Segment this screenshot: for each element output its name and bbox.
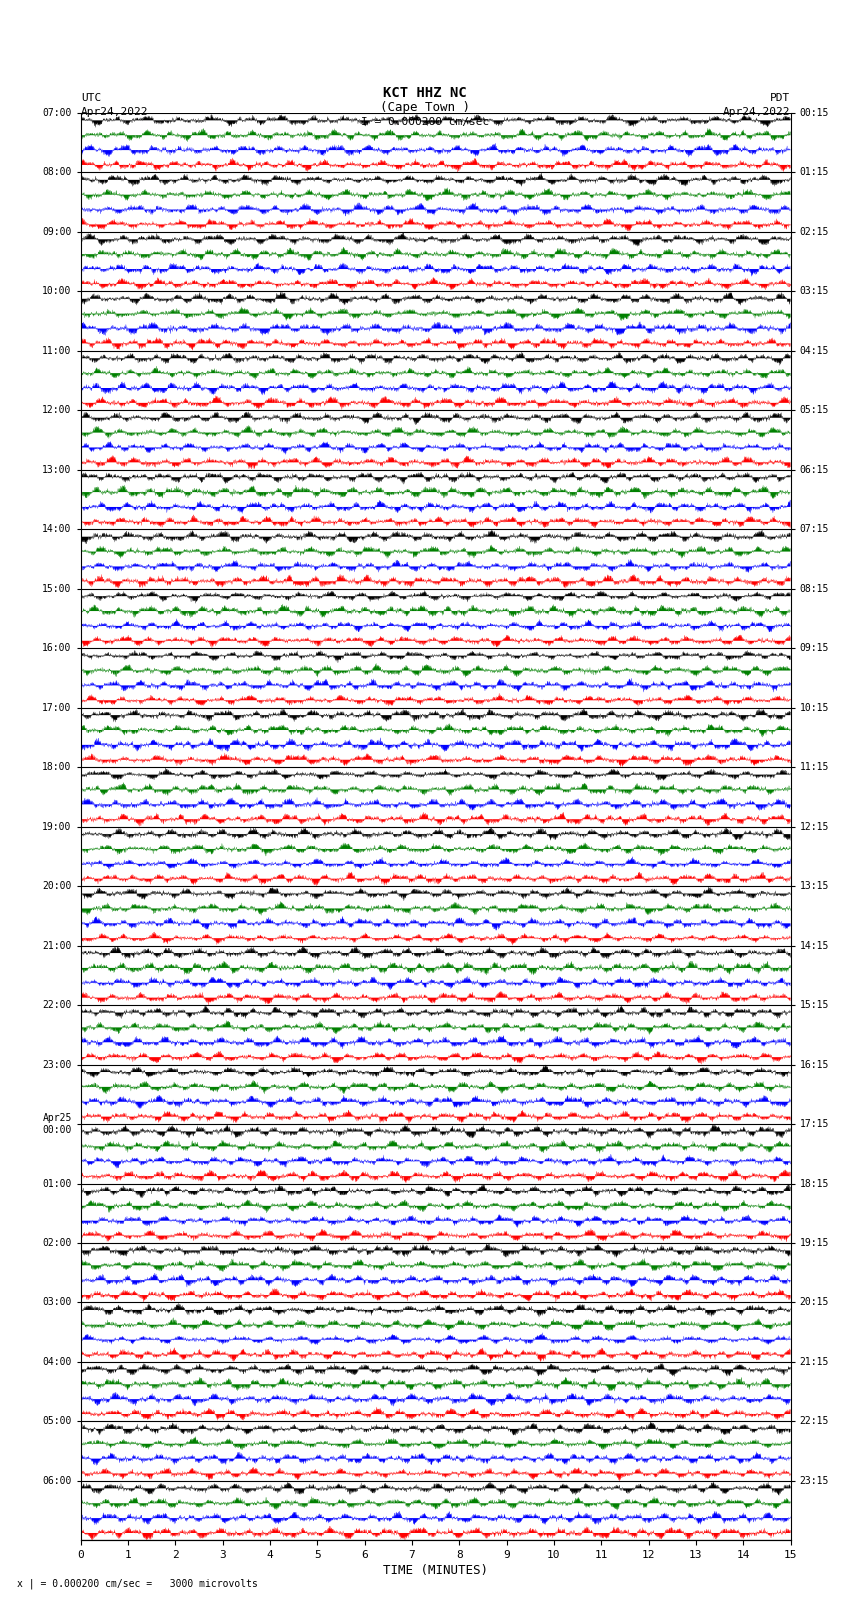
Text: (Cape Town ): (Cape Town ) [380, 100, 470, 115]
Text: Apr24,2022: Apr24,2022 [81, 106, 148, 118]
Text: PDT: PDT [770, 92, 790, 103]
Text: KCT HHZ NC: KCT HHZ NC [383, 85, 467, 100]
X-axis label: TIME (MINUTES): TIME (MINUTES) [383, 1565, 488, 1578]
Text: I = 0.000200 cm/sec: I = 0.000200 cm/sec [361, 116, 489, 127]
Text: x | = 0.000200 cm/sec =   3000 microvolts: x | = 0.000200 cm/sec = 3000 microvolts [17, 1579, 258, 1589]
Text: UTC: UTC [81, 92, 101, 103]
Text: Apr24,2022: Apr24,2022 [723, 106, 791, 118]
